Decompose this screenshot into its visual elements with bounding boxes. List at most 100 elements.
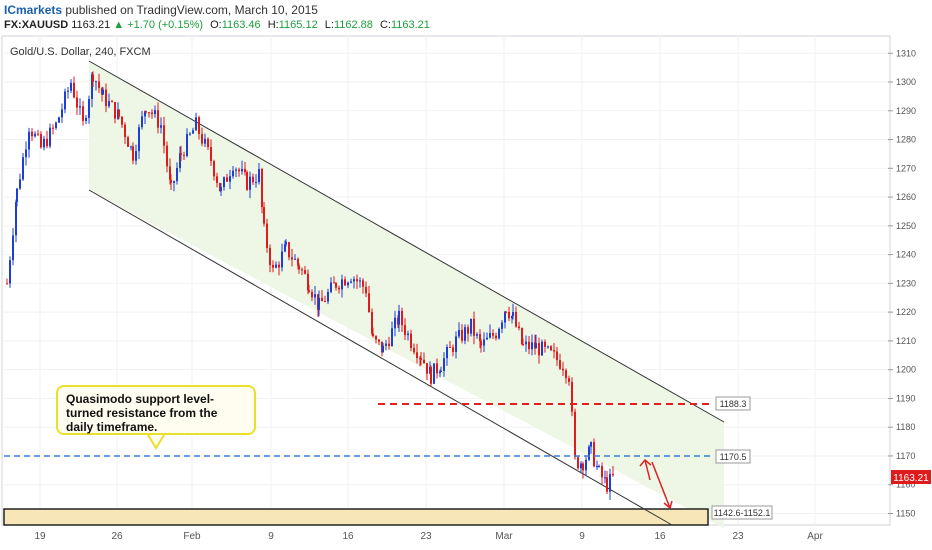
candle	[95, 80, 97, 91]
candle	[385, 339, 387, 351]
candle-body	[593, 442, 595, 467]
candle	[480, 338, 482, 353]
candle-body	[440, 370, 442, 372]
candle-body	[263, 207, 265, 224]
candle	[244, 161, 246, 176]
last-price-tag-text: 1163.21	[893, 473, 929, 484]
candle-body	[508, 311, 510, 319]
arrow-down-head	[663, 500, 673, 510]
x-tick-label: Apr	[807, 531, 823, 542]
level-label-1188: 1188.3	[715, 396, 751, 411]
last-price: 1163.21	[71, 19, 111, 31]
candle-body	[235, 169, 237, 171]
candle-body	[571, 381, 573, 412]
candle-body	[423, 359, 425, 364]
candle-body	[223, 177, 225, 188]
candle-body	[501, 322, 503, 329]
candle	[371, 308, 373, 336]
candle-body	[252, 176, 254, 183]
candle	[353, 276, 355, 289]
candle-body	[108, 101, 110, 107]
candle-body	[391, 328, 393, 347]
candle	[609, 468, 611, 501]
quote-bar: FX:XAUUSD 1163.21 ▲ +1.70 (+0.15%) O:116…	[4, 19, 430, 31]
candle-body	[314, 294, 316, 298]
candle-body	[436, 363, 438, 374]
candle-body	[76, 97, 78, 108]
candle-body	[288, 242, 290, 258]
y-tick-label: 1310	[896, 48, 916, 58]
candle-body	[547, 346, 549, 348]
candle	[433, 363, 435, 384]
candle	[92, 71, 94, 87]
candle-body	[365, 286, 367, 294]
level-1170-text: 1170.5	[720, 452, 747, 462]
candle-body	[596, 466, 598, 468]
candle-body	[574, 411, 576, 458]
candle-body	[278, 264, 280, 268]
brand-link[interactable]: ICmarkets	[4, 3, 63, 17]
candle-body	[179, 153, 181, 168]
candle-body	[371, 312, 373, 334]
candle	[223, 176, 225, 191]
candle-body	[449, 346, 451, 348]
candle-body	[553, 350, 555, 352]
candle	[246, 170, 248, 191]
arrow-down-segment	[651, 461, 671, 509]
candle-body	[79, 106, 81, 108]
candle	[46, 130, 48, 149]
candle	[413, 343, 415, 355]
candle	[324, 295, 326, 303]
candle	[407, 330, 409, 341]
candle	[489, 324, 491, 339]
candle	[571, 377, 573, 417]
candle-body	[356, 279, 358, 282]
change: ▲ +1.70 (+0.15%)	[113, 19, 204, 31]
candle	[420, 351, 422, 366]
candle	[49, 123, 51, 149]
channel-fill	[89, 61, 724, 528]
candle-body	[521, 328, 523, 345]
candle	[443, 352, 445, 377]
candle-body	[207, 138, 209, 148]
candle	[201, 127, 203, 147]
candle-body	[330, 282, 332, 292]
candle	[16, 187, 18, 207]
candles	[6, 71, 614, 501]
candle-body	[258, 169, 260, 183]
candle	[210, 139, 212, 167]
candle-body	[590, 442, 592, 447]
candle-body	[577, 457, 579, 469]
candle-body	[169, 166, 171, 180]
candle	[258, 162, 260, 185]
x-tick-label: Feb	[183, 531, 201, 542]
candle-body	[353, 279, 355, 282]
candle-body	[452, 347, 454, 352]
channel-lower-line	[88, 189, 673, 526]
candle	[470, 318, 472, 337]
candle-body	[311, 291, 313, 298]
candle-body	[294, 258, 296, 260]
candle-body	[220, 187, 222, 192]
candle	[141, 110, 143, 130]
annotation-callout: Quasimodo support level-turned resistanc…	[56, 385, 256, 435]
candle-body	[204, 138, 206, 144]
candle-body	[210, 147, 212, 162]
symbol[interactable]: FX:XAUUSD	[4, 19, 69, 31]
candle	[525, 335, 527, 352]
candle	[508, 306, 510, 322]
candle	[550, 345, 552, 352]
candle-body	[601, 465, 603, 478]
candle-body	[213, 161, 215, 177]
candle-body	[473, 318, 475, 336]
x-tick-label: 16	[342, 531, 354, 542]
candle-body	[344, 279, 346, 286]
candle	[436, 358, 438, 379]
candle-body	[486, 337, 488, 340]
x-tick-label: 16	[654, 531, 666, 542]
candle-body	[15, 202, 17, 236]
candle	[511, 315, 513, 324]
candle	[266, 218, 268, 253]
candle	[40, 131, 42, 149]
